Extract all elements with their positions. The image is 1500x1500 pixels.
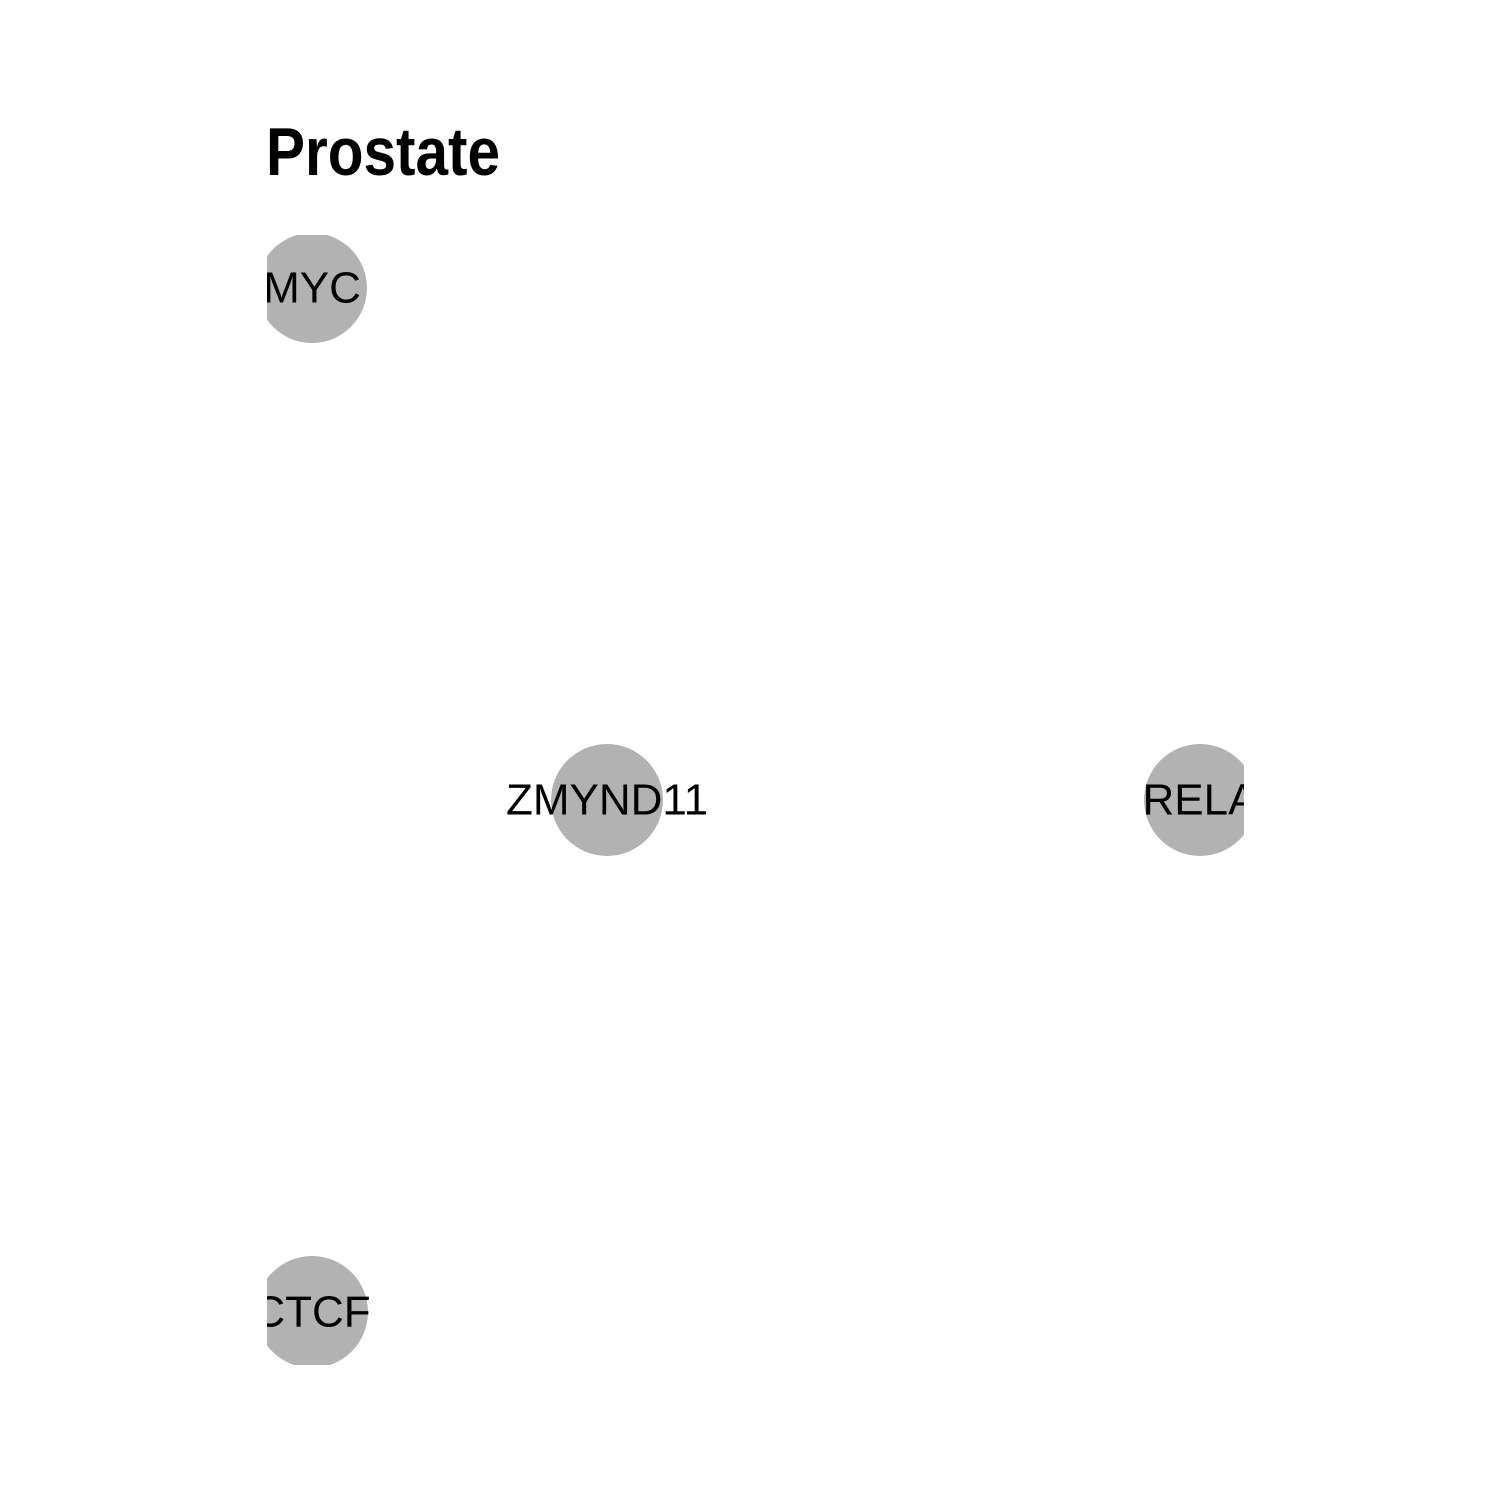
page-title: Prostate (266, 114, 501, 190)
node-zmynd11[interactable]: ZMYND11 (506, 744, 708, 856)
node-rela-circle (1144, 744, 1244, 856)
node-myc[interactable]: MYC (257, 233, 367, 343)
node-zmynd11-circle (551, 744, 663, 856)
node-zmynd11-label: ZMYND11 (506, 776, 708, 825)
node-myc-circle (267, 235, 367, 343)
node-ctcf-circle (267, 1256, 368, 1365)
node-ctcf[interactable]: CTCF (253, 1256, 371, 1368)
node-rela[interactable]: RELA (1143, 744, 1259, 856)
node-myc-label: MYC (263, 264, 361, 313)
node-rela-label: RELA (1143, 776, 1259, 825)
node-ctcf-label: CTCF (253, 1288, 370, 1337)
